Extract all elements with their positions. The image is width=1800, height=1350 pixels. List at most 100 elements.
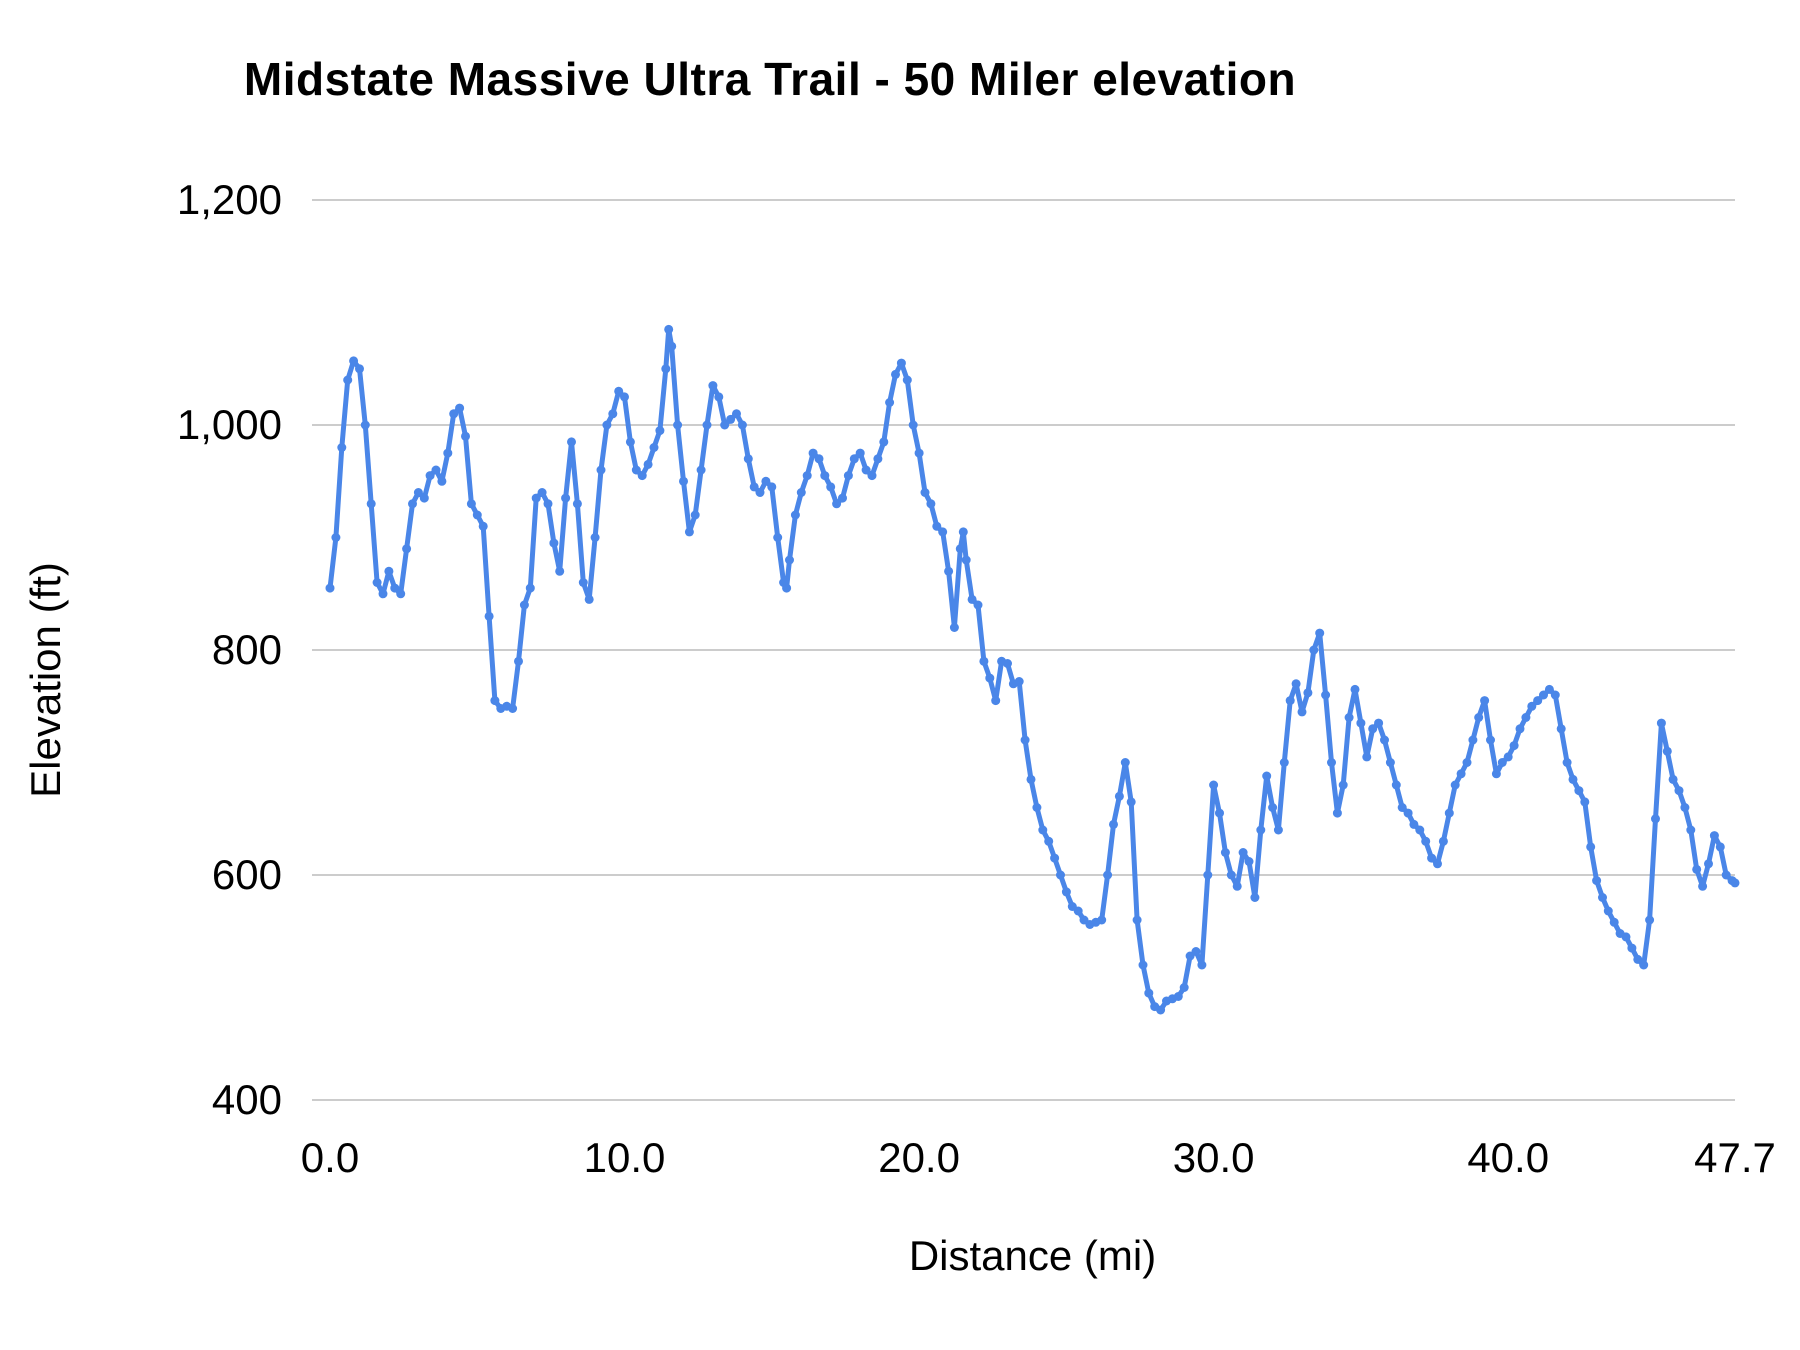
- data-point-marker: [1191, 947, 1201, 956]
- data-point-marker: [661, 364, 671, 374]
- data-point-marker: [1020, 735, 1030, 745]
- data-point-marker: [1256, 825, 1266, 835]
- data-point-marker: [1438, 836, 1448, 846]
- data-point-marker: [1698, 881, 1708, 891]
- data-point-marker: [343, 375, 353, 385]
- data-point-marker: [1061, 887, 1071, 897]
- data-point-marker: [1556, 724, 1566, 734]
- data-point-marker: [1144, 988, 1154, 998]
- data-point-marker: [1639, 960, 1649, 970]
- data-point-marker: [1003, 659, 1012, 668]
- data-point-marker: [985, 673, 995, 683]
- data-point-marker: [1120, 758, 1130, 767]
- data-point-marker: [820, 471, 830, 481]
- data-point-marker: [1338, 780, 1348, 790]
- data-point-marker: [944, 566, 954, 576]
- data-point-marker: [1621, 932, 1631, 942]
- data-point-marker: [1315, 628, 1325, 638]
- data-point-marker: [673, 420, 683, 430]
- data-point-marker: [1592, 876, 1602, 886]
- data-point-marker: [1704, 859, 1713, 869]
- x-tick-label: 0.0: [301, 1134, 359, 1181]
- data-point-marker: [1433, 859, 1442, 869]
- data-point-marker: [773, 533, 783, 542]
- data-point-marker: [1268, 803, 1278, 812]
- x-tick-label: 10.0: [584, 1134, 666, 1181]
- data-point-marker: [543, 499, 553, 509]
- data-point-marker: [1238, 848, 1248, 857]
- data-point-marker: [1521, 713, 1531, 722]
- data-point-marker: [1515, 724, 1525, 734]
- data-point-marker: [378, 589, 388, 599]
- data-point-marker: [814, 454, 824, 464]
- data-point-marker: [1674, 786, 1684, 796]
- data-point-marker: [796, 488, 806, 497]
- data-point-marker: [832, 499, 842, 509]
- data-point-marker: [826, 482, 836, 492]
- data-point-marker: [461, 431, 470, 441]
- data-point-marker: [1285, 696, 1295, 706]
- data-point-marker: [1397, 803, 1407, 812]
- data-point-marker: [991, 696, 1001, 706]
- data-point-marker: [1232, 881, 1242, 891]
- y-tick-label: 600: [212, 851, 282, 898]
- data-point-marker: [1262, 771, 1272, 781]
- data-point-marker: [425, 471, 435, 481]
- data-point-marker: [867, 471, 877, 481]
- data-point-marker: [843, 471, 853, 481]
- data-point-marker: [490, 696, 500, 706]
- data-point-marker: [337, 443, 347, 452]
- data-point-marker: [649, 443, 659, 452]
- data-point-marker: [1662, 746, 1672, 756]
- data-point-marker: [1486, 735, 1495, 745]
- data-point-marker: [537, 488, 547, 497]
- data-point-marker: [955, 544, 965, 554]
- data-point-marker: [1038, 825, 1048, 835]
- data-point-marker: [1203, 870, 1213, 880]
- data-point-marker: [355, 364, 364, 374]
- data-point-marker: [961, 555, 971, 565]
- data-point-marker: [726, 414, 736, 424]
- data-point-marker: [390, 583, 400, 593]
- data-point-marker: [372, 578, 382, 587]
- data-point-marker: [1344, 713, 1354, 722]
- data-point-marker: [508, 704, 518, 713]
- data-point-marker: [1692, 864, 1702, 874]
- data-point-marker: [782, 583, 792, 593]
- x-tick-label: 40.0: [1467, 1134, 1549, 1181]
- data-point-marker: [926, 499, 936, 509]
- data-point-marker: [1544, 684, 1554, 694]
- data-point-marker: [714, 392, 724, 402]
- x-tick-label: 30.0: [1173, 1134, 1255, 1181]
- data-point-marker: [555, 566, 565, 576]
- data-point-marker: [1474, 713, 1484, 722]
- data-point-marker: [1350, 684, 1360, 694]
- data-point-marker: [1456, 769, 1466, 779]
- data-point-marker: [1444, 808, 1454, 818]
- data-point-marker: [1321, 690, 1331, 700]
- data-point-marker: [584, 594, 594, 604]
- data-point-marker: [349, 356, 359, 366]
- data-point-marker: [472, 510, 482, 520]
- data-point-marker: [1403, 808, 1413, 818]
- data-point-marker: [360, 420, 370, 430]
- data-point-marker: [1533, 696, 1543, 706]
- data-point-marker: [631, 465, 641, 475]
- data-point-marker: [572, 499, 582, 509]
- data-point-marker: [596, 465, 606, 475]
- data-point-marker: [1421, 836, 1431, 846]
- data-point-marker: [1633, 954, 1643, 964]
- data-point-marker: [1427, 853, 1437, 863]
- data-point-marker: [684, 527, 694, 537]
- data-point-marker: [1103, 870, 1113, 880]
- data-point-marker: [1073, 906, 1083, 916]
- data-point-marker: [366, 499, 376, 509]
- data-point-marker: [896, 358, 906, 368]
- data-point-marker: [973, 600, 983, 610]
- data-point-marker: [1509, 741, 1519, 751]
- data-point-marker: [1173, 992, 1183, 1001]
- data-point-marker: [1715, 842, 1725, 852]
- data-point-marker: [1574, 786, 1584, 796]
- data-point-marker: [1603, 906, 1613, 916]
- data-point-marker: [702, 420, 712, 430]
